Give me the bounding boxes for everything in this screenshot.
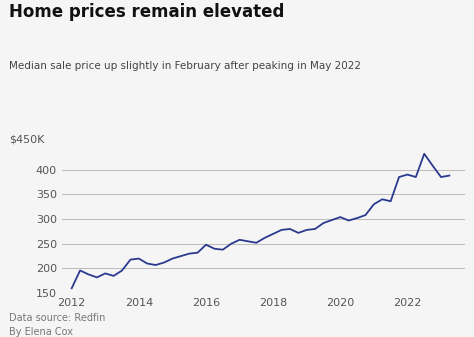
Text: Home prices remain elevated: Home prices remain elevated xyxy=(9,3,285,21)
Text: By Elena Cox: By Elena Cox xyxy=(9,327,73,337)
Text: $450K: $450K xyxy=(9,135,45,145)
Text: Data source: Redfin: Data source: Redfin xyxy=(9,313,106,324)
Text: Median sale price up slightly in February after peaking in May 2022: Median sale price up slightly in Februar… xyxy=(9,61,362,71)
